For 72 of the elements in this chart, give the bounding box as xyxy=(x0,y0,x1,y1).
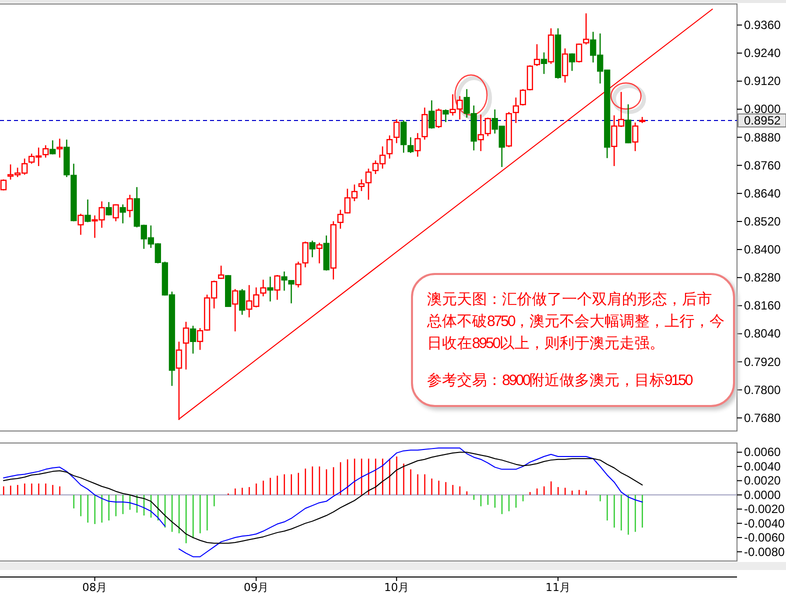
x-tick-label: 10月 xyxy=(384,581,410,593)
ref-label: 0.8952 xyxy=(738,113,786,128)
candlestick xyxy=(274,274,280,300)
y-tick-label: 0.0060 xyxy=(744,445,782,460)
y-tick-label: 0.8160 xyxy=(744,298,782,313)
candlestick xyxy=(260,279,266,297)
y-tick-label: 0.9120 xyxy=(744,74,782,88)
candlestick xyxy=(625,104,632,144)
candlestick xyxy=(309,240,316,258)
candlestick xyxy=(484,117,491,137)
candlestick xyxy=(582,12,590,46)
candlestick xyxy=(56,138,63,158)
candlestick xyxy=(112,204,119,222)
candlestick xyxy=(428,100,435,130)
candlestick xyxy=(302,240,308,268)
candlestick xyxy=(540,52,548,75)
y-tick-label: -0.0060 xyxy=(744,530,786,545)
candlestick xyxy=(436,108,442,129)
y-tick-label: -0.0080 xyxy=(744,544,786,559)
y-tick-label: 0.8640 xyxy=(744,186,782,200)
candlestick xyxy=(42,144,49,158)
candlestick xyxy=(534,44,540,67)
candlestick xyxy=(106,201,112,216)
candlestick xyxy=(182,321,190,370)
y-tick-label: 0.0000 xyxy=(744,488,782,502)
candlestick xyxy=(84,198,91,223)
x-tick-label: 09月 xyxy=(244,581,269,593)
candlestick xyxy=(337,209,344,230)
candlestick xyxy=(442,108,449,123)
candlestick xyxy=(562,48,568,84)
y-tick-label: 0.0040 xyxy=(744,459,782,474)
candlestick xyxy=(632,122,638,152)
x-tick-label: 11月 xyxy=(546,581,571,593)
candlestick xyxy=(408,136,414,154)
annotation-box: 澳元天图：汇价做了一个双肩的形态，后市总体不破8750，澳元不会大幅调整，上行，今日收在8950以上，则利于澳元走强。 参考交易：8900附近做多澳元，目标9150 xyxy=(411,273,735,407)
y-tick-label: 0.8760 xyxy=(744,158,782,172)
y-tick-label: 0.8280 xyxy=(744,270,782,285)
x-tick-label: 08月 xyxy=(82,581,108,593)
y-tick-label: 0.7920 xyxy=(744,354,782,369)
candlestick xyxy=(190,325,196,354)
candlestick xyxy=(78,213,84,236)
y-tick-label: 0.7680 xyxy=(744,410,782,425)
candlestick xyxy=(126,194,133,218)
candlestick xyxy=(512,96,519,124)
y-tick-label: 0.9360 xyxy=(744,18,782,32)
line-series xyxy=(3,452,643,544)
candlestick xyxy=(316,242,322,264)
candlestick xyxy=(422,106,428,140)
candlestick xyxy=(232,288,238,332)
y-tick-label: 0.0020 xyxy=(744,474,782,488)
candlestick xyxy=(393,118,400,144)
y-tick-label: 0.7800 xyxy=(744,382,782,397)
y-tick-label: 0.8040 xyxy=(744,326,782,341)
y-tick-label: 0.9240 xyxy=(744,46,782,60)
candlestick xyxy=(400,120,407,154)
candlestick xyxy=(414,132,421,158)
candlestick xyxy=(386,134,393,160)
candlestick xyxy=(120,204,126,224)
y-tick-label: -0.0020 xyxy=(744,502,786,516)
candlestick xyxy=(50,140,56,155)
candlestick xyxy=(478,114,484,152)
y-tick-label: 0.8880 xyxy=(744,130,782,144)
candlestick xyxy=(295,261,302,288)
y-tick-label: 0.8520 xyxy=(744,214,782,228)
y-tick-label: 0.8400 xyxy=(744,242,782,257)
candlestick xyxy=(568,52,576,72)
candlestick xyxy=(576,42,582,64)
y-tick-label: -0.0040 xyxy=(744,516,786,530)
candlestick xyxy=(267,276,274,302)
candlestick xyxy=(218,265,224,280)
annotation: 参考交易：8900附近做多澳元，目标9150 xyxy=(427,371,694,391)
candlestick xyxy=(239,288,246,316)
